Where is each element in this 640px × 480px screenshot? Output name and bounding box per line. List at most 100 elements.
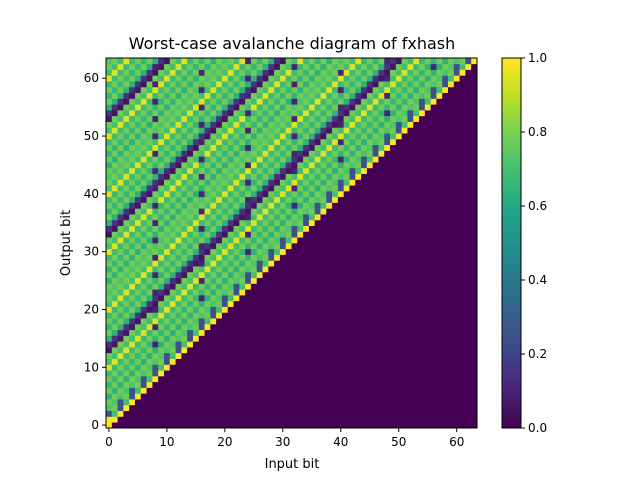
heatmap-cell [349,231,356,238]
heatmap-cell [181,121,188,128]
heatmap-cell [274,289,281,296]
heatmap-cell [395,243,402,250]
heatmap-cell [245,127,252,134]
heatmap-cell [152,404,159,412]
heatmap-cell [424,81,431,88]
heatmap-cell [419,335,426,342]
heatmap-cell [140,173,147,180]
heatmap-cell [245,370,252,377]
heatmap-cell [106,219,113,227]
heatmap-cell [146,214,153,221]
heatmap-cell [332,104,339,111]
heatmap-cell [413,289,420,296]
heatmap-cell [250,115,258,122]
heatmap-cell [221,219,229,227]
heatmap-cell [465,410,472,417]
heatmap-cell [407,127,414,134]
heatmap-cell [465,364,472,371]
heatmap-cell [262,231,269,238]
heatmap-cell [169,416,176,423]
heatmap-cell [216,179,223,186]
heatmap-cell [320,277,327,284]
heatmap-cell [343,352,350,359]
heatmap-cell [337,254,345,261]
heatmap-cell [268,98,275,105]
heatmap-cell [227,208,234,215]
heatmap-cell [106,410,113,417]
heatmap-cell [268,202,275,209]
heatmap-cell [123,144,130,151]
heatmap-cell [227,341,234,348]
heatmap-cell [308,202,316,209]
heatmap-cell [436,58,443,65]
heatmap-cell [204,81,211,88]
heatmap-cell [366,260,374,267]
heatmap-cell [163,58,171,65]
heatmap-cell [442,196,449,203]
heatmap-cell [216,410,223,417]
heatmap-cell [256,225,263,232]
heatmap-cell [430,162,437,169]
heatmap-cell [198,144,205,151]
heatmap-cell [453,121,460,128]
heatmap-cell [326,399,333,406]
heatmap-cell [314,173,321,180]
heatmap-cell [106,254,113,261]
heatmap-cell [216,375,223,383]
heatmap-cell [355,219,362,227]
heatmap-cell [453,341,460,348]
heatmap-cell [366,190,374,198]
heatmap-cell [297,254,304,261]
heatmap-cell [332,133,339,140]
heatmap-cell [239,202,246,209]
heatmap-cell [349,306,356,313]
heatmap-cell [192,370,200,377]
heatmap-cell [349,162,356,169]
heatmap-cell [158,283,165,290]
heatmap-cell [320,208,327,215]
heatmap-cell [401,318,408,325]
heatmap-cell [308,214,316,221]
heatmap-cell [419,127,426,134]
heatmap-cell [210,173,217,180]
heatmap-cell [395,63,402,70]
heatmap-cell [227,306,234,313]
heatmap-cell [175,283,182,290]
heatmap-cell [158,422,165,429]
heatmap-cell [134,98,142,105]
heatmap-cell [274,300,281,307]
heatmap-cell [256,237,263,244]
heatmap-cell [117,393,124,400]
heatmap-cell [233,81,240,88]
heatmap-cell [158,214,165,221]
heatmap-cell [291,167,298,174]
heatmap-cell [210,254,217,261]
heatmap-cell [332,179,339,186]
heatmap-cell [372,98,379,105]
heatmap-cell [111,104,118,111]
heatmap-cell [303,63,310,70]
heatmap-cell [117,138,124,146]
heatmap-cell [349,144,356,151]
heatmap-cell [308,138,316,146]
heatmap-cell [320,422,327,429]
heatmap-cell [262,104,269,111]
heatmap-cell [308,283,316,290]
heatmap-cell [221,271,229,279]
heatmap-cell [291,138,298,146]
heatmap-cell [106,323,113,331]
heatmap-cell [436,283,443,290]
heatmap-cell [163,110,171,117]
heatmap-cell [390,104,397,111]
heatmap-cell [233,295,240,302]
heatmap-cell [314,381,321,388]
heatmap-cell [256,329,263,336]
heatmap-cell [424,150,431,157]
heatmap-cell [471,81,478,88]
heatmap-cell [424,295,431,302]
heatmap-cell [314,127,321,134]
heatmap-cell [256,144,263,151]
heatmap-cell [419,196,426,203]
heatmap-cell [303,312,310,319]
